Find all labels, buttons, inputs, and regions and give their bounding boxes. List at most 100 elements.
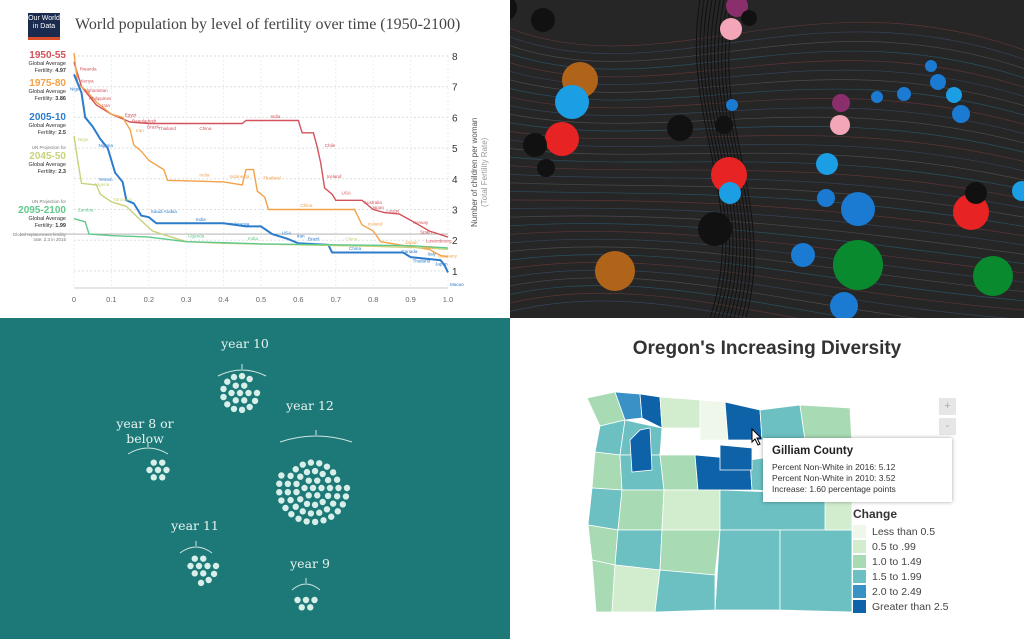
student-dot — [311, 467, 319, 475]
county[interactable] — [659, 454, 699, 491]
county[interactable] — [699, 399, 729, 441]
bubble — [523, 133, 547, 157]
student-dot — [307, 604, 314, 611]
country-label: Indonesia — [229, 174, 249, 179]
county[interactable] — [659, 529, 721, 576]
zoom-in-button[interactable]: + — [939, 398, 956, 415]
student-dot — [238, 372, 246, 380]
county[interactable] — [617, 489, 665, 531]
county[interactable] — [661, 489, 721, 531]
student-dot — [278, 472, 285, 479]
country-label: Kenya — [80, 79, 93, 84]
student-dot — [146, 466, 153, 474]
tooltip-title: Gilliam County — [772, 445, 854, 457]
student-dot — [284, 480, 292, 488]
bubble — [726, 0, 748, 17]
student-dot — [241, 397, 248, 404]
student-dot — [287, 472, 294, 480]
student-dot — [324, 476, 332, 484]
bubble-flow-panel — [510, 0, 1024, 318]
country-label: Yemen — [98, 177, 113, 182]
legend-swatch — [853, 585, 866, 598]
student-dot — [224, 378, 231, 385]
student-dot — [323, 463, 331, 470]
country-label: Nigeria — [95, 182, 110, 187]
county[interactable] — [714, 529, 781, 611]
country-label: India — [248, 236, 258, 241]
legend-period: 2095-2100 — [18, 205, 66, 216]
student-dot — [334, 508, 341, 515]
legend-period-4: UN Projection for 2095-2100 Global Average… — [4, 198, 66, 230]
county[interactable] — [759, 404, 806, 441]
zoom-out-button[interactable]: - — [939, 418, 956, 435]
flow-line — [510, 207, 1024, 246]
flow-line — [510, 285, 852, 318]
student-dot — [314, 492, 321, 499]
country-label: Tanzania — [113, 197, 132, 202]
student-dot — [241, 382, 248, 389]
county[interactable] — [614, 529, 663, 571]
country-label: Saudi Arabia — [151, 209, 177, 214]
country-label: Brazil — [147, 125, 159, 130]
student-dot — [276, 480, 283, 487]
country-label: Iran — [297, 234, 305, 239]
student-dot — [303, 518, 310, 525]
flow-line — [510, 113, 1024, 144]
label-year-10: year 10 — [221, 336, 269, 351]
student-dot — [236, 389, 244, 397]
series-line-2005-10 — [73, 74, 449, 273]
country-label: USA — [282, 231, 292, 236]
student-dot — [232, 382, 239, 389]
county[interactable] — [629, 427, 653, 473]
country-label: Rwanda — [80, 66, 97, 71]
flow-line — [510, 292, 799, 318]
country-label: Thailand — [158, 126, 176, 131]
country-label: Brazil — [308, 237, 320, 242]
bubble — [830, 115, 850, 135]
student-dot — [342, 493, 350, 500]
student-dot — [328, 513, 335, 520]
legend-label: 1.0 to 1.49 — [872, 555, 922, 568]
legend-prefix: UN Projection for — [31, 199, 66, 204]
tooltip-line: Percent Non-White in 2016: 5.12 — [772, 462, 896, 472]
legend-label: Global Average — [28, 162, 66, 168]
bubble — [871, 91, 883, 103]
bubble — [946, 87, 962, 103]
student-dot — [150, 459, 157, 466]
map-legend: Change Less than 0.5 0.5 to .99 1.0 to 1.4… — [853, 507, 948, 614]
bubble — [719, 182, 741, 204]
county[interactable] — [639, 393, 663, 429]
flow-line — [703, 0, 731, 318]
country-label: Macao — [450, 282, 464, 287]
county[interactable] — [587, 487, 623, 531]
student-dot — [333, 476, 341, 483]
county[interactable] — [659, 396, 701, 429]
bubble — [667, 115, 693, 141]
student-dot — [200, 570, 207, 577]
county[interactable] — [654, 569, 716, 613]
county[interactable] — [591, 559, 616, 613]
y-tick-label: 2 — [452, 236, 458, 247]
bubble-flow-graphic — [510, 0, 1024, 318]
student-dot — [318, 484, 325, 492]
country-label: Canada — [401, 249, 418, 254]
bubble — [545, 122, 579, 156]
flow-line — [510, 156, 1024, 190]
legend-label: Global Average — [28, 216, 66, 222]
country-label: Germany — [438, 254, 458, 259]
county[interactable] — [611, 564, 661, 613]
county[interactable] — [587, 524, 619, 566]
country-label: Norway — [413, 220, 429, 225]
cluster-bracket — [279, 435, 353, 443]
series-line-2045-50 — [73, 135, 449, 251]
country-label: Thailand — [413, 259, 431, 264]
county[interactable] — [779, 529, 853, 613]
country-label: USSR — [386, 209, 399, 214]
student-dot — [205, 576, 212, 584]
student-dot — [191, 555, 198, 562]
flow-line — [510, 31, 1024, 60]
county[interactable] — [591, 451, 623, 491]
county-tooltip: Gilliam County Percent Non-White in 2016… — [763, 438, 952, 502]
student-dot — [246, 375, 253, 383]
county[interactable] — [719, 444, 753, 471]
